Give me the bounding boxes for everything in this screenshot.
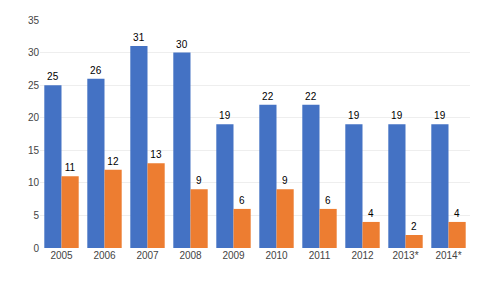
svg-text:19: 19: [434, 110, 446, 121]
svg-text:30: 30: [28, 47, 40, 58]
svg-text:2014*: 2014*: [435, 250, 461, 261]
svg-text:6: 6: [239, 195, 245, 206]
svg-text:0: 0: [33, 243, 39, 254]
svg-text:22: 22: [305, 91, 317, 102]
svg-text:11: 11: [65, 162, 76, 173]
svg-text:25: 25: [28, 80, 40, 91]
svg-text:12: 12: [107, 156, 119, 167]
svg-text:20: 20: [28, 112, 40, 123]
svg-text:4: 4: [454, 208, 460, 219]
svg-text:2013*: 2013*: [392, 250, 418, 261]
svg-text:26: 26: [90, 65, 102, 76]
svg-text:2009: 2009: [222, 250, 245, 261]
svg-text:15: 15: [28, 145, 40, 156]
svg-text:19: 19: [348, 110, 360, 121]
svg-text:19: 19: [391, 110, 403, 121]
svg-text:2006: 2006: [93, 250, 116, 261]
svg-text:31: 31: [133, 32, 145, 43]
svg-text:19: 19: [219, 110, 231, 121]
svg-text:2: 2: [411, 221, 417, 232]
svg-text:5: 5: [33, 210, 39, 221]
svg-text:2005: 2005: [50, 250, 73, 261]
svg-text:2008: 2008: [179, 250, 202, 261]
svg-text:30: 30: [176, 39, 188, 50]
svg-text:22: 22: [262, 91, 274, 102]
svg-text:2011: 2011: [309, 250, 331, 261]
svg-text:9: 9: [282, 175, 288, 186]
svg-text:9: 9: [196, 175, 202, 186]
svg-text:6: 6: [325, 195, 331, 206]
svg-text:2007: 2007: [136, 250, 159, 261]
svg-text:4: 4: [368, 208, 374, 219]
svg-text:2012: 2012: [351, 250, 374, 261]
svg-text:35: 35: [28, 15, 40, 26]
svg-text:2010: 2010: [265, 250, 288, 261]
svg-text:13: 13: [150, 149, 162, 160]
svg-text:25: 25: [47, 71, 59, 82]
svg-text:10: 10: [28, 177, 40, 188]
